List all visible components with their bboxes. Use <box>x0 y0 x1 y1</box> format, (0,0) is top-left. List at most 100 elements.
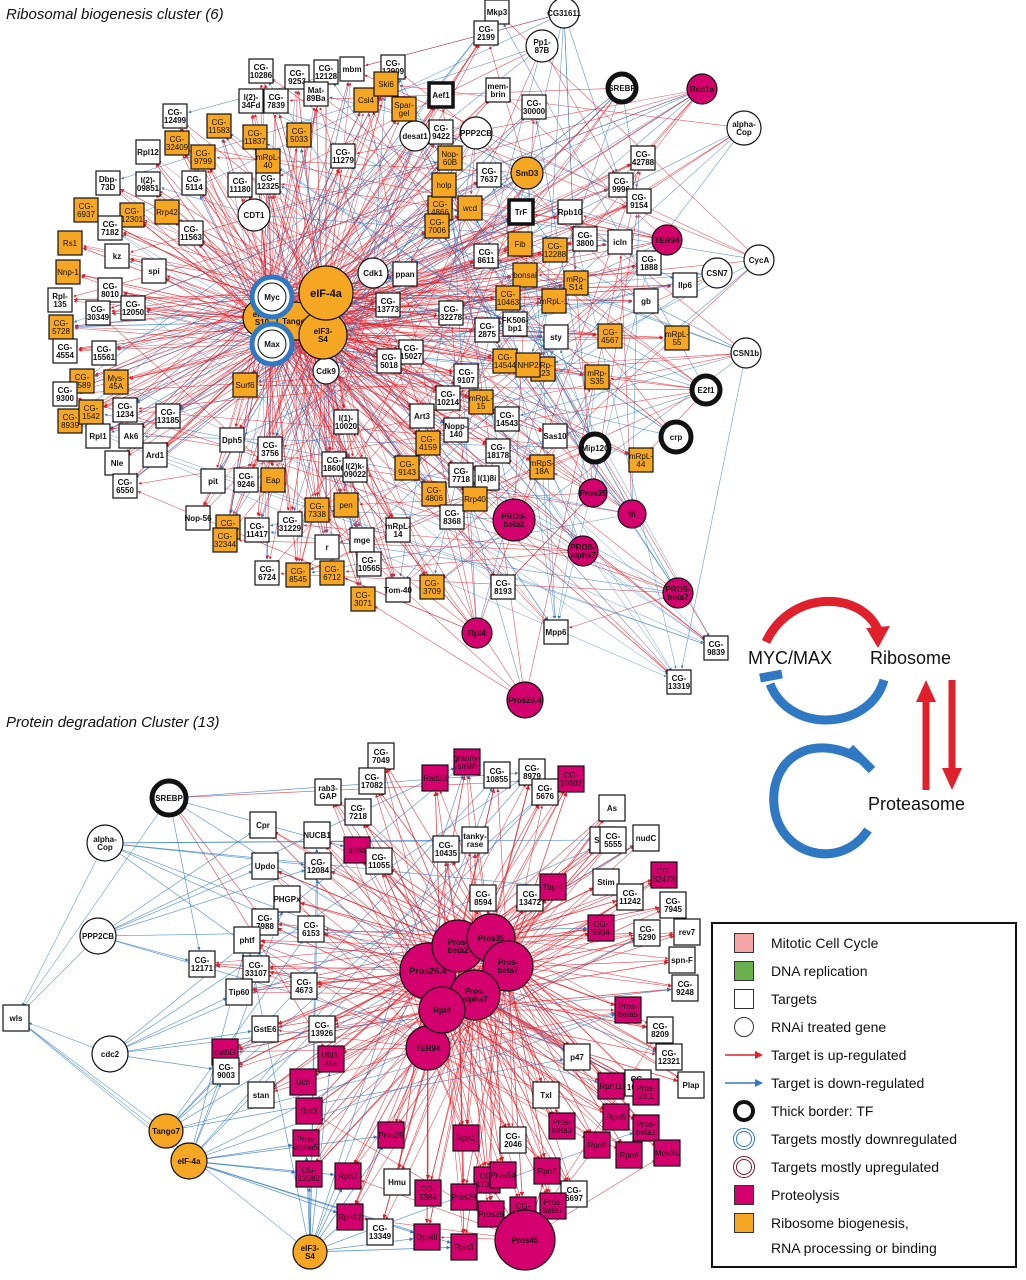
node-label: CG-6724 <box>258 565 276 582</box>
node-label: CG-4159 <box>419 435 437 452</box>
target-node-c1-93: mRpL-15 <box>468 389 494 415</box>
edge-down <box>127 1056 213 1071</box>
target-node-c1-35: Rrp42 <box>154 199 180 225</box>
node-label: Mys-45A <box>107 374 125 391</box>
node-label: mRp-S35 <box>587 369 607 386</box>
edge-down <box>161 187 239 211</box>
edge-up <box>94 304 254 376</box>
node-label: CG-12084 <box>307 858 330 875</box>
rnai-node-cdk1: Cdk1 <box>357 257 389 289</box>
edge-down <box>520 356 732 417</box>
node-label: CG-9300 <box>56 386 74 403</box>
edge-up <box>300 901 434 940</box>
target-node-c2-62: Pros-alpha5 <box>292 1129 320 1157</box>
node-label: Pros26.4 <box>508 696 542 705</box>
target-node-c1-139: CG-3071 <box>350 586 376 612</box>
node-label: CG-11563 <box>180 225 202 242</box>
target-node-c1-31: CG-42788 <box>630 145 656 171</box>
target-node-c1-103: Ard1 <box>142 442 168 468</box>
rnai-node-th: th <box>617 499 647 529</box>
node-label: CG-10565 <box>358 556 381 573</box>
target-node-c2-79: Pros28 <box>450 1183 478 1211</box>
schema-self-inhibit <box>769 743 872 859</box>
target-node-c1-50: CG-7006 <box>424 213 450 239</box>
node-label: CG-9839 <box>707 640 725 657</box>
node-label: Rpn1 <box>456 1134 476 1143</box>
target-node-c1-41: wcd <box>457 195 483 221</box>
node-label: CG-12321 <box>658 1049 681 1066</box>
edge-up <box>122 233 254 290</box>
edge-up <box>103 328 279 407</box>
target-node-c1-65: CG-5728 <box>48 314 74 340</box>
edge-up <box>278 362 359 587</box>
edge-up <box>98 216 280 313</box>
target-node-c1-92: CG-10214 <box>435 385 461 411</box>
rnai-node-cdk9: Cdk9 <box>312 357 340 385</box>
node-label: Cpr <box>256 821 270 830</box>
node-label: PPP2CB <box>82 932 114 941</box>
cluster1-title: Ribosomal biogenesis cluster (6) <box>6 6 224 23</box>
target-node-c1-49: spi <box>141 258 167 284</box>
node-label: CG-4673 <box>295 978 313 995</box>
node-label: CG-12909 <box>382 59 405 76</box>
edge-up <box>342 474 468 622</box>
node-label: CDT1 <box>244 211 265 220</box>
node-label: CG-5555 <box>604 832 622 849</box>
target-node-c1-73: CG-2875 <box>474 317 500 343</box>
target-node-c1-95: Rpl1 <box>85 423 111 449</box>
node-label: Pros-beta7 <box>498 958 519 975</box>
target-node-c2-45: Pros-beta5 <box>614 996 642 1024</box>
node-label: Rrp40 <box>464 495 486 504</box>
node-label: CG31611 <box>547 9 581 18</box>
node-label: CG-9107 <box>457 368 475 385</box>
target-node-c1-108: mRpL-44 <box>628 447 654 473</box>
node-label: CG-9003 <box>217 1063 235 1080</box>
target-node-c2-14: CG-11055 <box>365 847 393 875</box>
node-label: Nop-56 <box>184 514 212 523</box>
node-label: CG-12171 <box>191 956 214 973</box>
schema-proteasome-label: Proteasome <box>868 794 966 814</box>
node-label: CG-7637 <box>480 167 498 184</box>
rnai-node-csn1b: CSN1b <box>730 337 762 369</box>
node-label: Hmu <box>388 1178 406 1187</box>
rnai-node-rpt4b: Rpt4 <box>418 986 466 1034</box>
node-label: Updo <box>255 862 276 871</box>
node-label: TER94 <box>655 236 680 245</box>
target-node-c1-118: mRpS-18A <box>529 454 555 480</box>
target-node-c1-27: CG-12325 <box>255 169 281 195</box>
edge-up <box>462 136 730 306</box>
node-label: Mpp6 <box>546 628 567 637</box>
rnai-node-max: Max <box>249 321 295 367</box>
edge-up <box>310 332 477 470</box>
node-label: Rpn7 <box>338 1172 358 1181</box>
target-node-c1-20: CG-5033 <box>286 122 312 148</box>
target-node-c1-134: CG-6712 <box>319 560 345 586</box>
edge-up <box>146 310 253 340</box>
node-label: CG-15027 <box>400 344 423 361</box>
node-label: Dbp-73D <box>99 175 118 192</box>
edge-down <box>293 150 411 511</box>
target-node-c1-90: CG-1234 <box>112 397 138 423</box>
target-node-c1-140: Mpp6 <box>543 619 569 645</box>
edge-down <box>115 940 189 962</box>
node-label: Txl <box>540 1091 552 1100</box>
edge-up <box>357 986 495 1206</box>
node-label: CG-2046 <box>504 1132 522 1149</box>
node-label: CG-5290 <box>638 925 656 942</box>
target-node-c2-3: CG-17082 <box>358 767 386 795</box>
edge-down <box>171 814 201 951</box>
target-node-c1-132: CG-6724 <box>254 560 280 586</box>
schema-inhibit-bar <box>759 669 783 683</box>
node-label: Mat-89Ba <box>306 86 326 103</box>
node-label: eIF3-S4 <box>314 327 333 344</box>
node-label: phtf <box>239 936 254 945</box>
target-node-c2-42: Tip60 <box>225 978 253 1006</box>
target-node-c1-58: CG-30349 <box>85 300 111 326</box>
target-node-c1-88: CG-8939 <box>57 408 83 434</box>
node-label: Nopp-140 <box>444 422 467 439</box>
edge-down <box>340 315 549 621</box>
edge-up <box>335 1013 420 1028</box>
rnai-node-srebp1: SREBP <box>605 71 639 105</box>
edge-up <box>266 85 324 300</box>
node-label: CG-6153 <box>302 921 320 938</box>
